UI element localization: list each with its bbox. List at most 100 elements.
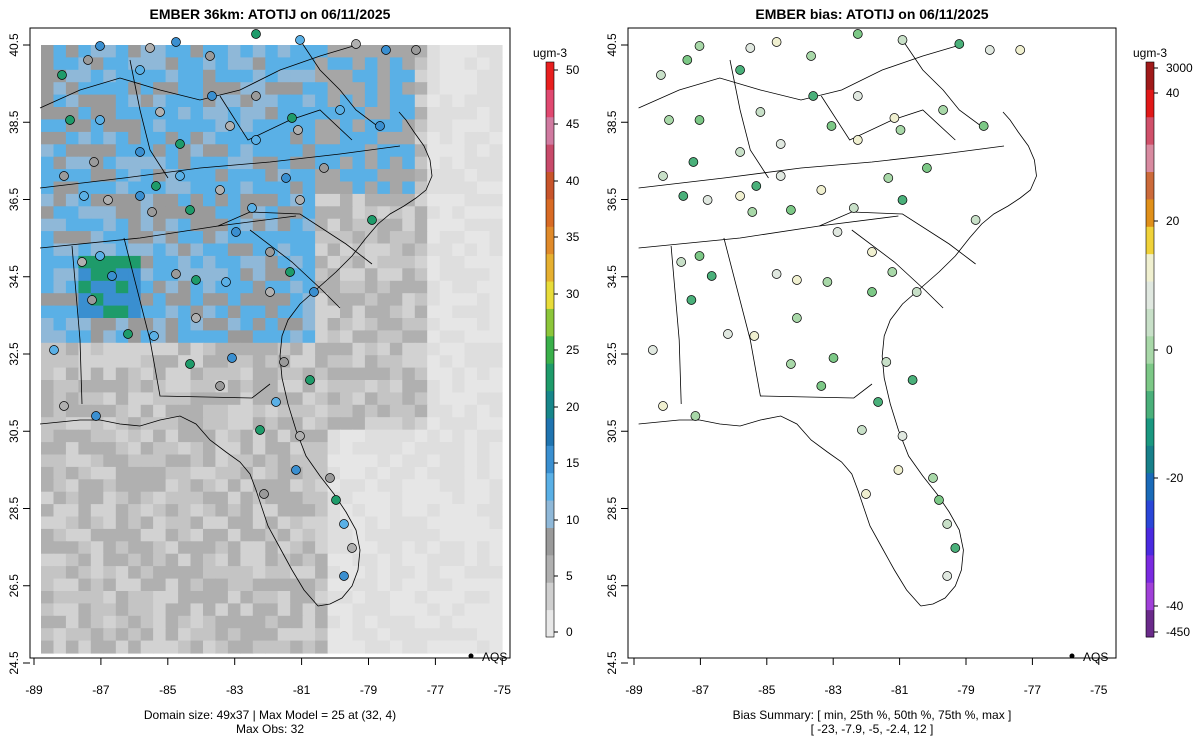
grid-cell [190, 392, 204, 406]
grid-cell [90, 206, 104, 220]
grid-cell [302, 181, 316, 195]
grid-cell [65, 566, 79, 580]
grid-cell [41, 206, 55, 220]
grid-cell [65, 454, 79, 468]
grid-cell [327, 193, 341, 207]
grid-cell [427, 318, 441, 331]
right-x-tick-label: -81 [891, 683, 909, 697]
grid-cell [389, 218, 403, 232]
grid-cell [215, 57, 229, 71]
grid-cell [389, 57, 403, 71]
grid-cell [364, 243, 378, 257]
grid-cell [302, 243, 316, 257]
grid-cell [140, 504, 154, 518]
grid-cell [327, 69, 341, 83]
grid-cell [140, 553, 154, 567]
grid-cell [290, 355, 304, 369]
grid-cell [203, 342, 217, 356]
grid-cell [78, 466, 92, 480]
grid-cell [165, 380, 179, 393]
grid-cell [178, 566, 192, 580]
grid-cell [252, 442, 266, 456]
aqs-site-marker [251, 29, 261, 39]
left-colorbar-swatch [546, 445, 554, 474]
grid-cell [277, 628, 291, 642]
grid-cell [153, 566, 167, 580]
grid-cell [165, 591, 179, 604]
grid-cell [65, 144, 79, 158]
grid-cell [464, 442, 478, 456]
grid-cell [427, 255, 441, 269]
grid-cell [227, 69, 241, 83]
grid-cell [153, 131, 167, 145]
aqs-bias-marker [686, 295, 697, 305]
aqs-bias-marker [852, 135, 863, 145]
grid-cell [178, 280, 192, 294]
grid-cell [178, 380, 192, 393]
grid-cell [265, 628, 279, 642]
left-colorbar-swatch [546, 609, 554, 638]
grid-cell [78, 94, 92, 108]
grid-cell [252, 553, 266, 567]
boundary-line [820, 95, 956, 141]
grid-cell [302, 479, 316, 493]
right-y-tick-label: 30.5 [605, 419, 619, 443]
grid-cell [340, 640, 354, 654]
right-x-tick-label: -75 [1090, 683, 1108, 697]
grid-cell [78, 628, 92, 642]
grid-cell [315, 193, 329, 207]
grid-cell [427, 553, 441, 567]
grid-cell [90, 615, 104, 629]
right-colorbar-tick-label: -20 [1166, 471, 1184, 485]
grid-cell [153, 69, 167, 83]
grid-cell [402, 528, 416, 542]
grid-cell [115, 280, 129, 294]
grid-cell [489, 218, 503, 232]
grid-cell [464, 578, 478, 592]
grid-cell [452, 504, 466, 518]
grid-cell [78, 553, 92, 567]
grid-cell [53, 479, 67, 493]
grid-cell [190, 429, 204, 443]
grid-cell [464, 206, 478, 220]
grid-cell [240, 243, 254, 257]
grid-cell [115, 640, 129, 654]
grid-cell [477, 603, 491, 617]
grid-cell [402, 181, 416, 195]
grid-cell [128, 404, 142, 418]
grid-cell [340, 454, 354, 468]
grid-cell [178, 591, 192, 604]
boundary-line [902, 39, 984, 129]
grid-cell [302, 541, 316, 555]
grid-cell [140, 603, 154, 617]
grid-cell [427, 330, 441, 344]
grid-cell [389, 380, 403, 393]
grid-cell [377, 466, 391, 480]
grid-cell [90, 169, 104, 183]
grid-cell [215, 206, 229, 220]
grid-cell [252, 615, 266, 629]
grid-cell [327, 504, 341, 518]
grid-cell [215, 392, 229, 406]
aqs-bias-marker [771, 269, 782, 279]
grid-cell [53, 144, 67, 158]
grid-cell [165, 144, 179, 158]
grid-cell [364, 367, 378, 381]
grid-cell [389, 193, 403, 207]
grid-cell [190, 504, 204, 518]
boundary-line [39, 415, 319, 607]
aqs-site-marker [59, 171, 69, 181]
grid-cell [165, 131, 179, 145]
aqs-bias-marker [883, 173, 894, 183]
left-colorbar-tick-label: 50 [566, 63, 580, 77]
grid-cell [190, 615, 204, 629]
grid-cell [41, 57, 55, 71]
aqs-site-marker [171, 37, 181, 47]
grid-cell [252, 566, 266, 580]
grid-cell [427, 578, 441, 592]
grid-cell [377, 144, 391, 158]
grid-cell [78, 591, 92, 604]
grid-cell [340, 57, 354, 71]
grid-cell [477, 144, 491, 158]
grid-cell [90, 578, 104, 592]
